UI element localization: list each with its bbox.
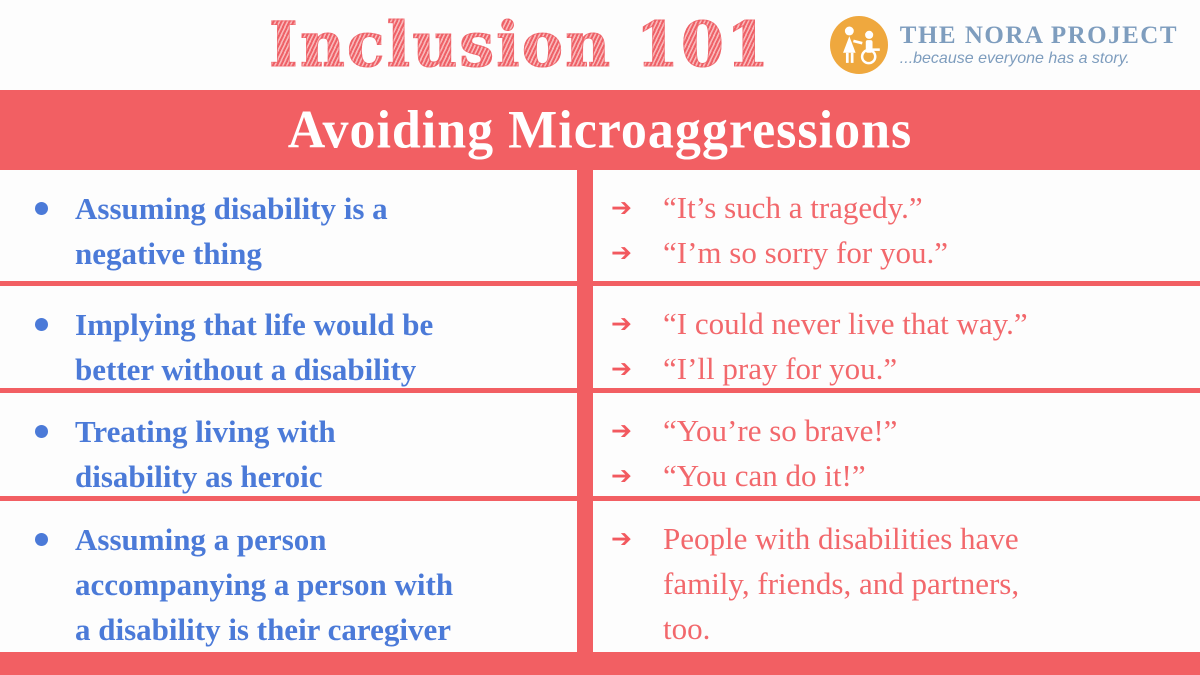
table-row: Treating living with disability as heroi… bbox=[0, 393, 1200, 501]
arrow-icon: ➔ bbox=[611, 238, 632, 267]
quote-text: “I could never live that way.” bbox=[663, 306, 1028, 341]
example-quotes: ➔ People with disabilities have family, … bbox=[593, 501, 1200, 652]
microaggression-text: Treating living with disability as heroi… bbox=[75, 414, 336, 494]
bullet-icon bbox=[35, 318, 48, 331]
arrow-icon: ➔ bbox=[611, 309, 632, 338]
banner: Avoiding Microaggressions bbox=[0, 90, 1200, 170]
example-quote: ➔ “You can do it!” bbox=[611, 453, 1185, 498]
example-quote: ➔ “I’m so sorry for you.” bbox=[611, 230, 1185, 275]
column-divider bbox=[577, 501, 593, 652]
microaggression-item: Assuming disability is a negative thing bbox=[0, 170, 577, 281]
example-quotes: ➔ “It’s such a tragedy.” ➔ “I’m so sorry… bbox=[593, 170, 1200, 281]
example-quote: ➔ “I could never live that way.” bbox=[611, 301, 1185, 346]
microaggression-text: Implying that life would be better witho… bbox=[75, 307, 434, 387]
nora-project-logo-icon bbox=[829, 16, 888, 74]
arrow-icon: ➔ bbox=[611, 193, 632, 222]
logo-tagline: ...because everyone has a story. bbox=[899, 49, 1130, 67]
quote-text: “It’s such a tragedy.” bbox=[663, 190, 923, 225]
example-quotes: ➔ “I could never live that way.” ➔ “I’ll… bbox=[593, 286, 1200, 388]
table-row: Assuming disability is a negative thing … bbox=[0, 170, 1200, 286]
nora-project-logo: THE NORA PROJECT ...because everyone has… bbox=[829, 16, 1178, 74]
bullet-icon bbox=[35, 533, 48, 546]
footer-bar bbox=[0, 652, 1200, 675]
microaggression-item: Assuming a person accompanying a person … bbox=[0, 501, 577, 652]
microaggression-text: Assuming disability is a negative thing bbox=[75, 191, 388, 271]
column-divider bbox=[577, 393, 593, 496]
example-quote: ➔ “You’re so brave!” bbox=[611, 408, 1185, 453]
header: Inclusion 101 THE NORA PROJECT ...becaus… bbox=[0, 0, 1200, 90]
logo-name: THE NORA PROJECT bbox=[899, 21, 1178, 49]
quote-text: “You can do it!” bbox=[663, 458, 866, 493]
banner-title: Avoiding Microaggressions bbox=[287, 100, 913, 160]
bullet-icon bbox=[35, 425, 48, 438]
logo-text-block: THE NORA PROJECT ...because everyone has… bbox=[899, 21, 1178, 68]
arrow-icon: ➔ bbox=[611, 416, 632, 445]
table-row: Implying that life would be better witho… bbox=[0, 286, 1200, 393]
example-quote: ➔ “It’s such a tragedy.” bbox=[611, 185, 1185, 230]
bullet-icon bbox=[35, 202, 48, 215]
example-quote: ➔ People with disabilities have family, … bbox=[611, 516, 1185, 651]
microaggression-item: Implying that life would be better witho… bbox=[0, 286, 577, 388]
slide-title: Inclusion 101 bbox=[230, 2, 810, 88]
arrow-icon: ➔ bbox=[611, 354, 632, 383]
microaggression-item: Treating living with disability as heroi… bbox=[0, 393, 577, 496]
example-quote: ➔ “I’ll pray for you.” bbox=[611, 346, 1185, 391]
quote-text: “I’ll pray for you.” bbox=[663, 351, 898, 386]
table-row: Assuming a person accompanying a person … bbox=[0, 501, 1200, 652]
column-divider bbox=[577, 170, 593, 281]
microaggressions-table: Assuming disability is a negative thing … bbox=[0, 170, 1200, 652]
quote-text: “You’re so brave!” bbox=[663, 413, 898, 448]
example-quotes: ➔ “You’re so brave!” ➔ “You can do it!” bbox=[593, 393, 1200, 496]
quote-text: “I’m so sorry for you.” bbox=[663, 235, 948, 270]
microaggression-text: Assuming a person accompanying a person … bbox=[75, 522, 454, 647]
arrow-icon: ➔ bbox=[611, 524, 632, 553]
column-divider bbox=[577, 286, 593, 388]
arrow-icon: ➔ bbox=[611, 461, 632, 490]
quote-text: People with disabilities have family, fr… bbox=[663, 521, 1020, 646]
